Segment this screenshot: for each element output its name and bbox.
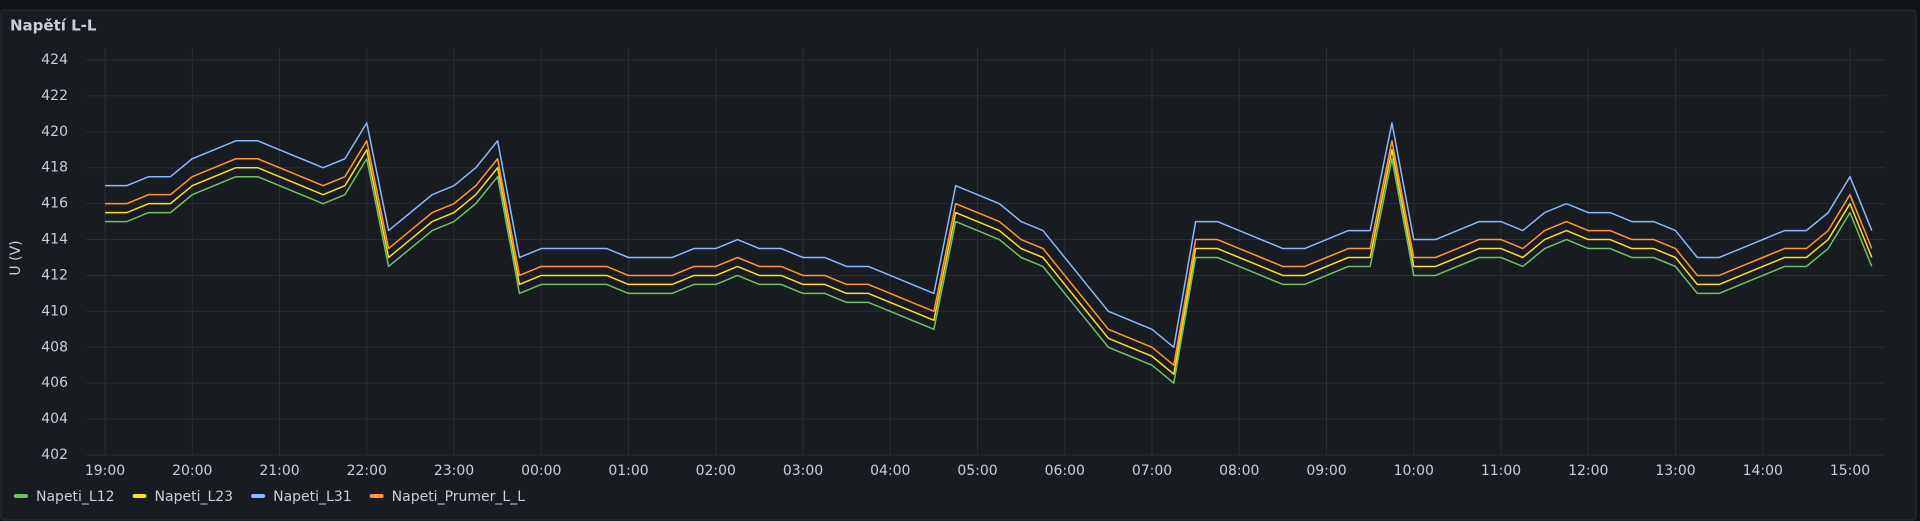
y-tick-label: 410	[41, 303, 68, 319]
x-tick-label: 10:00	[1394, 463, 1434, 479]
y-tick-label: 422	[41, 88, 68, 104]
x-tick-label: 08:00	[1219, 463, 1259, 479]
y-tick-label: 420	[41, 124, 68, 140]
y-tick-label: 418	[41, 160, 68, 176]
x-tick-label: 00:00	[521, 463, 561, 479]
series-line	[105, 149, 1873, 375]
y-tick-label: 412	[41, 267, 68, 283]
y-tick-label: 406	[41, 375, 68, 391]
x-tick-label: 02:00	[696, 463, 736, 479]
series-line	[105, 122, 1873, 349]
x-tick-label: 06:00	[1045, 463, 1085, 479]
y-tick-label: 402	[41, 447, 68, 463]
x-tick-label: 13:00	[1655, 463, 1695, 479]
y-axis-label: U (V)	[8, 240, 24, 275]
x-tick-label: 05:00	[957, 463, 997, 479]
y-tick-label: 424	[41, 52, 68, 68]
x-tick-label: 15:00	[1830, 463, 1870, 479]
y-tick-label: 416	[41, 196, 68, 212]
legend-swatch	[369, 494, 384, 498]
x-tick-label: 01:00	[608, 463, 648, 479]
y-tick-label: 408	[41, 339, 68, 355]
legend-label: Napeti_L12	[36, 489, 115, 505]
panel-title: Napětí L-L	[10, 17, 97, 35]
y-tick-label: 404	[41, 411, 68, 427]
legend-label: Napeti_L31	[273, 489, 352, 505]
legend-label: Napeti_Prumer_L_L	[392, 489, 526, 505]
x-tick-label: 07:00	[1132, 463, 1172, 479]
x-tick-label: 21:00	[259, 463, 299, 479]
y-tick-label: 414	[41, 232, 68, 248]
series-line	[105, 140, 1873, 366]
x-tick-label: 04:00	[870, 463, 910, 479]
x-tick-label: 11:00	[1481, 463, 1521, 479]
legend-swatch	[14, 494, 28, 498]
x-tick-label: 20:00	[172, 463, 212, 479]
x-tick-label: 23:00	[434, 463, 474, 479]
series-line	[105, 158, 1873, 384]
legend-swatch	[132, 494, 147, 498]
legend-label: Napeti_L23	[155, 489, 234, 505]
x-tick-label: 22:00	[347, 463, 387, 479]
x-tick-label: 19:00	[85, 463, 125, 479]
panel-frame	[0, 9, 1917, 521]
x-tick-label: 12:00	[1568, 463, 1608, 479]
x-tick-label: 09:00	[1306, 463, 1346, 479]
x-tick-label: 14:00	[1743, 463, 1783, 479]
x-tick-label: 03:00	[783, 463, 823, 479]
legend-swatch	[251, 494, 266, 498]
